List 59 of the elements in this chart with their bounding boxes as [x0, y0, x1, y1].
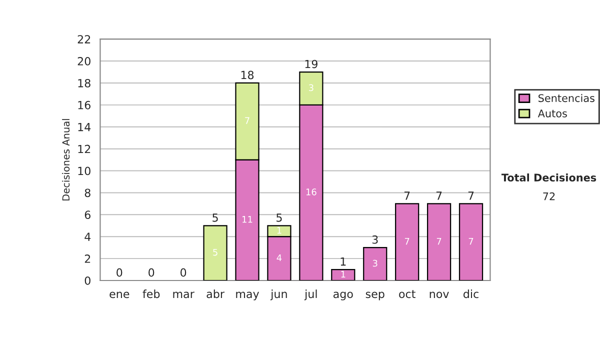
x-tick-label: abr	[206, 290, 224, 298]
y-tick-label: 14	[78, 123, 91, 132]
x-tick-label: nov	[430, 292, 449, 298]
x-tick-label: oct	[399, 290, 416, 298]
bar	[458, 203, 484, 280]
total-label: 1	[340, 257, 346, 266]
total-label: 3	[372, 235, 378, 244]
x-tick-label: ene	[110, 292, 130, 298]
x-tick-label: jul	[304, 290, 317, 300]
total-label: 19	[305, 60, 318, 68]
legend-label: Autos	[538, 110, 567, 118]
data-label: 7	[468, 238, 474, 245]
y-tick-label: 20	[78, 57, 90, 66]
total-label: 18	[241, 70, 254, 80]
x-tick-label: sep	[366, 292, 384, 300]
total-label: 5	[212, 214, 218, 222]
bar	[363, 247, 388, 280]
text: Total Decisiones	[501, 173, 596, 182]
text: 72	[543, 192, 555, 200]
y-tick-label: 2	[84, 254, 90, 263]
data-label: 11	[242, 216, 252, 223]
y-tick-label: 0	[84, 276, 90, 285]
data-label: 1	[341, 270, 346, 278]
total-label: 0	[148, 268, 154, 277]
y-tick-label: 22	[78, 35, 90, 44]
x-tick-label: mar	[173, 292, 194, 298]
x-tick-label: jun	[270, 290, 287, 300]
y-tick-label: 4	[84, 232, 91, 241]
x-tick-label: may	[236, 292, 260, 300]
y-tick-label: 6	[84, 210, 90, 220]
total-label: 5	[276, 214, 282, 222]
data-label: 3	[309, 84, 314, 92]
data-label: 4	[276, 254, 282, 262]
total-label: 0	[180, 268, 186, 277]
y-tick-label: 10	[78, 166, 90, 176]
data-label: 1	[277, 227, 282, 234]
data-label: 3	[372, 260, 378, 267]
bar	[426, 203, 452, 280]
data-label: 16	[306, 188, 316, 196]
y-tick-label: 12	[78, 144, 90, 154]
x-tick-label: feb	[142, 290, 160, 298]
total-label: 0	[116, 268, 122, 277]
data-label: 5	[213, 248, 218, 256]
total-label: 7	[404, 192, 410, 200]
bar	[203, 225, 228, 280]
total-label: 7	[436, 192, 442, 200]
bar	[331, 268, 356, 280]
legend-label: Sentencias	[538, 94, 594, 102]
bar	[395, 203, 420, 280]
y-tick-label: 8	[84, 188, 90, 198]
x-tick-label: ago	[333, 292, 353, 300]
y-tick-label: 16	[78, 100, 90, 110]
data-label: 7	[404, 238, 410, 245]
x-tick-label: dic	[464, 290, 478, 298]
total-label: 7	[468, 192, 474, 200]
data-label: 7	[436, 238, 442, 245]
y-tick-label: 18	[78, 78, 90, 88]
data-label: 7	[245, 117, 250, 124]
y-axis-title: Decisiones Anual	[62, 119, 70, 200]
